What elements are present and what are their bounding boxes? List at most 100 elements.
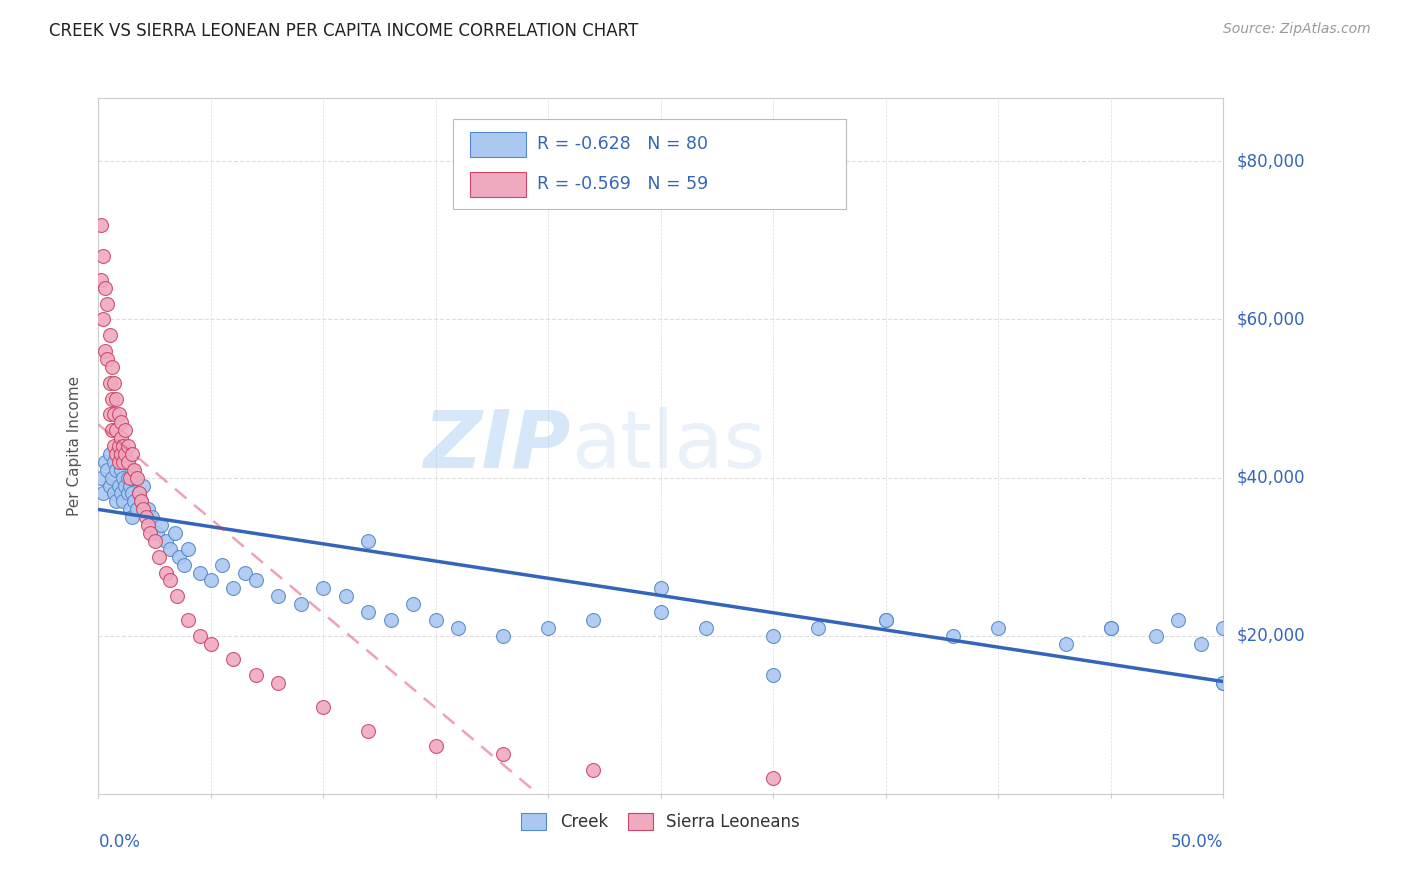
Point	[103, 376, 125, 390]
Point	[136, 502, 159, 516]
Point	[98, 328, 121, 343]
Point	[875, 613, 897, 627]
Text: Source: ZipAtlas.com: Source: ZipAtlas.com	[1223, 22, 1371, 37]
Point	[222, 652, 245, 666]
Text: R = -0.569   N = 59: R = -0.569 N = 59	[537, 175, 709, 193]
Point	[101, 392, 124, 406]
Point	[90, 470, 112, 484]
Point	[94, 455, 117, 469]
Point	[650, 582, 672, 596]
Point	[1212, 676, 1234, 690]
Point	[118, 478, 141, 492]
Point	[91, 486, 114, 500]
Text: R = -0.628   N = 80: R = -0.628 N = 80	[537, 136, 709, 153]
Point	[105, 423, 128, 437]
Point	[96, 296, 118, 310]
Point	[492, 629, 515, 643]
Point	[173, 558, 195, 572]
Point	[91, 312, 114, 326]
Point	[1099, 621, 1122, 635]
Point	[537, 621, 560, 635]
Point	[222, 582, 245, 596]
Point	[1099, 621, 1122, 635]
Point	[1212, 676, 1234, 690]
Point	[107, 478, 129, 492]
Point	[110, 431, 132, 445]
Point	[98, 447, 121, 461]
FancyBboxPatch shape	[453, 119, 846, 210]
Point	[110, 463, 132, 477]
Point	[107, 408, 129, 422]
Point	[118, 470, 141, 484]
Point	[98, 478, 121, 492]
Point	[188, 566, 211, 580]
Text: $40,000: $40,000	[1237, 468, 1306, 487]
Point	[447, 621, 470, 635]
Point	[650, 605, 672, 619]
Point	[312, 582, 335, 596]
Point	[112, 470, 135, 484]
Text: $60,000: $60,000	[1237, 310, 1306, 328]
Bar	[470, 132, 526, 157]
Point	[96, 463, 118, 477]
Point	[96, 352, 118, 367]
Point	[136, 518, 159, 533]
Legend: Creek, Sierra Leoneans: Creek, Sierra Leoneans	[515, 806, 807, 838]
Point	[124, 463, 146, 477]
Y-axis label: Per Capita Income: Per Capita Income	[67, 376, 83, 516]
Point	[105, 392, 128, 406]
Point	[267, 589, 290, 603]
Point	[290, 597, 312, 611]
Point	[117, 486, 139, 500]
Point	[425, 739, 447, 754]
Point	[233, 566, 256, 580]
Point	[159, 541, 181, 556]
Text: 50.0%: 50.0%	[1171, 833, 1223, 851]
Point	[762, 771, 785, 785]
Point	[110, 415, 132, 429]
Point	[402, 597, 425, 611]
Point	[112, 455, 135, 469]
Point	[129, 494, 152, 508]
Point	[121, 510, 143, 524]
Point	[110, 486, 132, 500]
Point	[110, 447, 132, 461]
Point	[200, 637, 222, 651]
Point	[103, 439, 125, 453]
Text: atlas: atlas	[571, 407, 765, 485]
Point	[425, 613, 447, 627]
Point	[163, 526, 186, 541]
Point	[146, 526, 169, 541]
Point	[245, 668, 267, 682]
Point	[1054, 637, 1077, 651]
Point	[166, 589, 188, 603]
Point	[188, 629, 211, 643]
Point	[117, 439, 139, 453]
Point	[124, 470, 146, 484]
Point	[114, 455, 136, 469]
Point	[90, 218, 112, 232]
Point	[114, 447, 136, 461]
Point	[107, 455, 129, 469]
Point	[380, 613, 402, 627]
Point	[141, 510, 163, 524]
Point	[107, 439, 129, 453]
Point	[118, 502, 141, 516]
Point	[357, 533, 380, 548]
Text: ZIP: ZIP	[423, 407, 571, 485]
Point	[1144, 629, 1167, 643]
Point	[90, 273, 112, 287]
Text: $20,000: $20,000	[1237, 627, 1306, 645]
Point	[132, 478, 155, 492]
Point	[1212, 621, 1234, 635]
Point	[159, 574, 181, 588]
Point	[107, 447, 129, 461]
Point	[114, 478, 136, 492]
Point	[335, 589, 357, 603]
Point	[105, 494, 128, 508]
Text: 0.0%: 0.0%	[98, 833, 141, 851]
Point	[114, 423, 136, 437]
Point	[695, 621, 717, 635]
Point	[105, 463, 128, 477]
Point	[169, 549, 191, 564]
